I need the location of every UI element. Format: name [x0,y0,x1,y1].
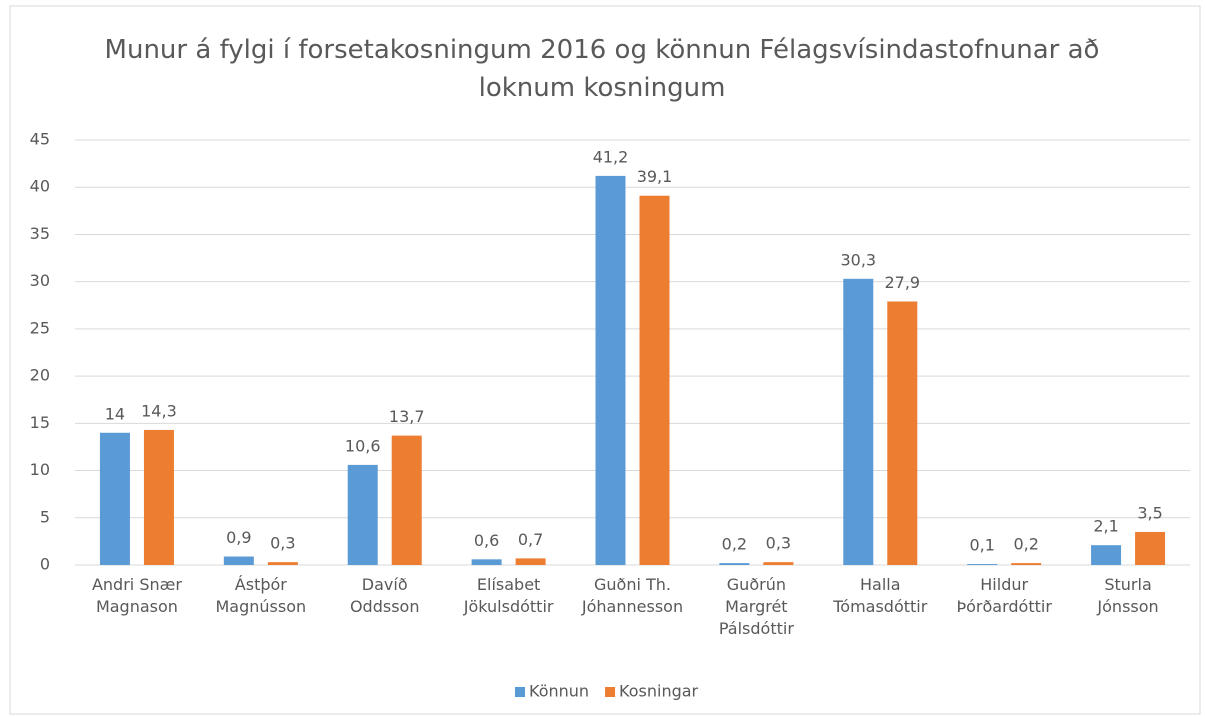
x-tick-label: Hildur Þórðardóttir [956,575,1052,616]
x-tick-label: Guðni Th. Jóhannesson [581,575,683,616]
data-label: 0,9 [226,528,251,547]
bar [1091,545,1122,565]
bar [967,564,998,565]
y-tick-label: 5 [40,507,50,526]
y-tick-label: 15 [30,413,50,432]
bar [223,556,254,565]
bar [763,562,794,565]
bar [515,558,546,565]
bar [347,464,378,565]
bar [267,562,298,565]
y-tick-label: 0 [40,555,50,574]
data-label: 39,1 [637,167,673,186]
legend-label: Kosningar [619,682,699,701]
bar [391,435,422,565]
data-label: 0,6 [474,531,499,550]
data-label: 27,9 [884,273,920,292]
bar [639,195,670,565]
bar [887,301,918,565]
data-label: 0,1 [969,536,994,555]
data-label: 0,2 [1013,535,1038,554]
x-tick-label: Elísabet Jökulsdóttir [463,575,554,616]
x-tick-label: Halla Tómasdóttir [832,575,928,616]
bar [99,432,130,565]
data-label: 0,2 [722,535,747,554]
y-tick-label: 20 [30,366,50,385]
legend-swatch [605,687,616,697]
bar [843,278,874,565]
y-tick-label: 40 [30,177,50,196]
data-label: 41,2 [593,147,629,166]
data-label: 30,3 [840,250,876,269]
data-label: 0,3 [766,534,791,553]
bar [471,559,502,565]
legend-label: Könnun [529,682,589,701]
bar [595,175,626,565]
y-tick-label: 30 [30,271,50,290]
bar [1135,531,1166,565]
x-tick-label: Sturla Jónsson [1096,575,1158,616]
bar [143,429,174,565]
bar [1011,563,1042,565]
data-label: 3,5 [1137,503,1162,522]
legend-swatch [515,687,525,697]
y-tick-label: 25 [30,318,50,337]
chart-title: Munur á fylgi í forsetakosningum 2016 og… [105,35,1100,103]
y-tick-label: 45 [30,130,50,149]
data-label: 14 [105,404,125,423]
data-label: 2,1 [1093,517,1118,536]
data-label: 14,3 [141,401,177,420]
bar [719,563,750,565]
data-label: 0,3 [270,534,295,553]
data-label: 13,7 [389,407,425,426]
x-tick-label: Guðrún Margrét Pálsdóttir [719,575,794,638]
data-label: 10,6 [345,436,381,455]
x-tick-label: Davíð Oddsson [350,575,420,616]
y-tick-label: 10 [30,460,50,479]
y-tick-label: 35 [30,224,50,243]
x-tick-label: Andri Snær Magnason [92,575,182,616]
data-label: 0,7 [518,530,543,549]
x-tick-label: Ástþór Magnússon [216,575,307,616]
